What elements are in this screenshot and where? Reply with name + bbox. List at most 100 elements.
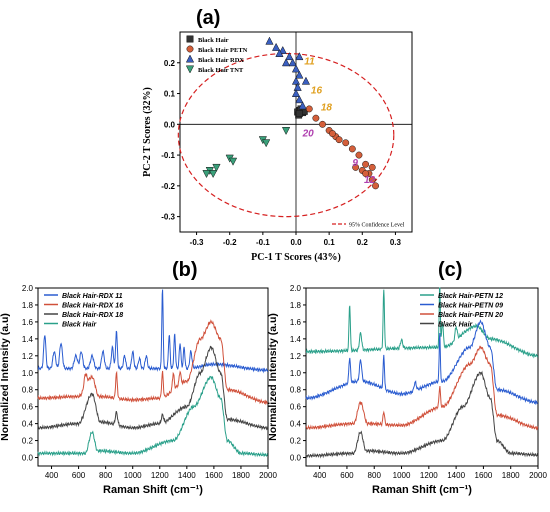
data-point [185,54,195,63]
data-point [291,88,301,97]
data-point [291,64,301,73]
point-annotation: 12 [364,175,376,186]
data-point [312,114,320,122]
x-tick-label: 400 [45,471,59,480]
data-point [295,95,304,104]
data-point [329,130,336,137]
x-tick-label: 0.1 [324,238,336,247]
y-tick-label: 0.0 [164,120,176,129]
data-point [295,70,304,79]
spectrum-line [305,370,539,459]
data-point [186,35,194,43]
data-point [291,76,301,85]
x-tick-label: 1800 [232,471,250,480]
y-tick-label: -0.3 [161,213,175,222]
legend-label: Black Hair-PETN 12 [438,293,503,300]
data-point [355,151,363,159]
y-tick-label: 1.6 [290,318,302,327]
data-point [368,163,376,171]
data-point [209,170,218,179]
data-point [368,176,376,184]
x-axis-label: PC-1 T Scores (43%) [251,252,341,263]
y-axis-label: PC-2 T Scores (32%) [142,87,153,177]
y-tick-label: -0.2 [161,182,175,191]
panel-c-label: (c) [438,259,462,281]
spectrum-line [37,289,269,374]
x-tick-label: 1000 [124,471,142,480]
legend-label: Black Hair-RDX 11 [62,293,123,300]
data-point [335,136,343,144]
data-point [265,36,274,45]
y-tick-label: 2.0 [290,284,302,293]
x-tick-label: -0.1 [256,238,270,247]
data-point [288,58,297,67]
data-point [202,170,211,179]
x-tick-label: 400 [313,471,327,480]
x-tick-label: 1200 [151,471,169,480]
panel-a-label: (a) [196,7,220,29]
panel-a-pca-scores-plot: -0.3 -0.2 -0.1 0.0 0.1 0.2 0.3 -0.3 -0.2 -0.1 0.0 0… [142,31,413,263]
confidence-legend-label: 95% Confidence Level [349,222,405,229]
legend-label: Black Hair-RDX 16 [62,303,123,310]
data-point [362,170,370,177]
x-tick-label: 800 [368,471,382,480]
plot-frame [37,287,269,467]
y-tick-label: 1.2 [22,352,34,361]
panel-b-label: (b) [172,259,198,281]
data-point [275,48,284,57]
y-tick-label: 1.4 [290,335,302,344]
y-tick-label: -0.1 [161,151,175,160]
x-tick-label: 0.0 [290,238,302,247]
x-tick-label: 2000 [259,471,277,480]
x-tick-label: 1400 [178,471,196,480]
data-point [186,45,194,53]
y-tick-label: 1.8 [290,301,302,310]
legend-label: Black Hair PETN [198,47,248,54]
x-tick-label: 1400 [447,471,465,480]
x-tick-label: 1800 [502,471,520,480]
data-point [185,65,195,74]
y-tick-label: 0.0 [22,454,34,463]
spectrum-line [37,375,269,458]
legend-label: Black Hair-RDX 18 [62,312,123,319]
data-point [281,58,291,67]
y-tick-label: 0.8 [22,386,34,395]
y-tick-label: 0.2 [290,437,302,446]
x-axis-label: Raman Shift (cm⁻¹) [103,484,203,496]
y-axis-label: Normalized Intensity (a.u) [267,313,279,441]
y-tick-label: 0.2 [22,437,34,446]
x-tick-label: 1200 [420,471,438,480]
data-point [352,163,360,171]
legend-label: Black Hair [438,322,474,329]
spectrum-line [305,319,539,406]
y-axis-label: Normalized Intensity (a.u) [0,313,11,441]
y-tick-label: 0.8 [290,386,302,395]
y-tick-label: 0.4 [22,420,34,429]
spectrum-line [305,345,539,431]
x-tick-label: 1000 [393,471,411,480]
legend-label: Black Hair [62,322,98,329]
x-tick-label: 0.3 [390,238,402,247]
legend-label: Black Hair RDX [198,57,244,64]
data-point [362,160,370,168]
y-tick-label: 1.0 [290,369,302,378]
panel-b-raman-rdx-plot: 400 600 800 1000 1200 1400 1600 1800 2000 0.0 0.2 0… [0,284,277,496]
y-tick-label: 1.4 [22,335,34,344]
x-tick-label: 600 [72,471,86,480]
data-point [262,139,271,148]
y-tick-label: 0.0 [290,454,302,463]
data-point [372,182,379,190]
y-tick-label: 2.0 [22,284,34,293]
data-point [228,157,238,166]
spectrum-line [37,345,269,431]
x-tick-label: 1600 [475,471,493,480]
y-tick-label: 1.8 [22,301,34,310]
y-tick-label: 1.2 [290,352,302,361]
y-tick-label: 0.1 [164,90,176,99]
y-tick-label: 0.2 [164,59,176,68]
point-annotation: 11 [304,56,315,67]
data-point [305,105,313,113]
legend-label: Black Hair-PETN 09 [438,303,503,310]
data-point [295,52,304,61]
